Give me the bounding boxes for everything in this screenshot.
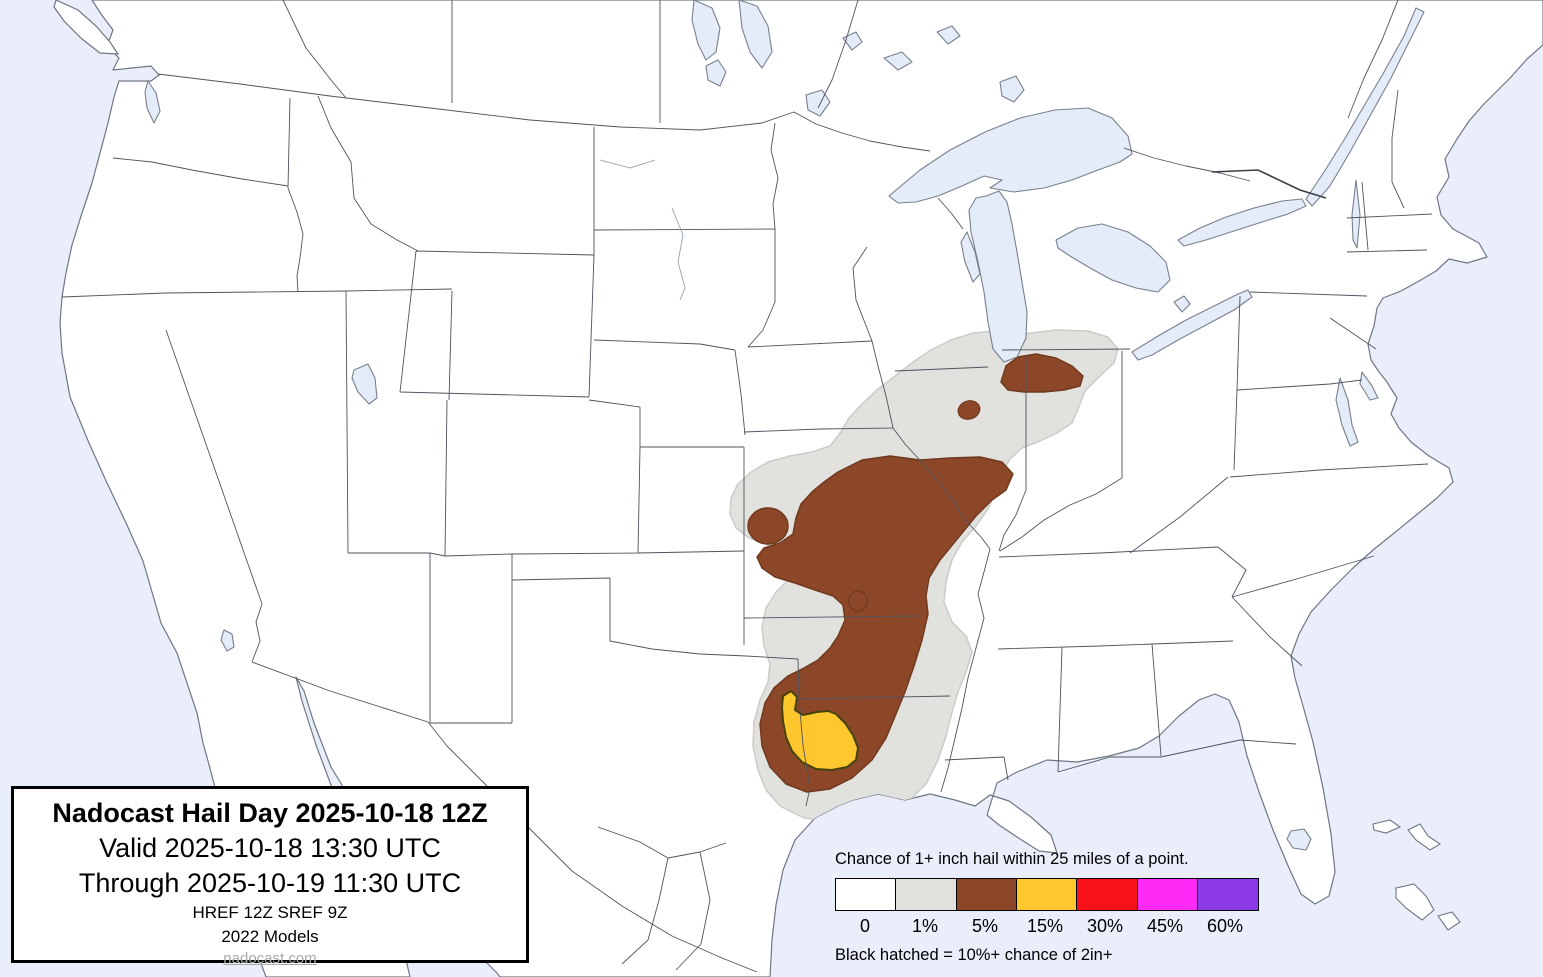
salton-sea bbox=[220, 629, 235, 652]
forecast-title: Nadocast Hail Day 2025-10-18 12Z bbox=[52, 798, 488, 828]
lake-ontario bbox=[1177, 198, 1307, 247]
models-year-line: 2022 Models bbox=[221, 927, 319, 946]
models-line: HREF 12Z SREF 9Z bbox=[192, 903, 348, 922]
nadocast-link[interactable]: nadocast.com bbox=[223, 950, 317, 967]
lake-winnipegosis bbox=[738, 0, 773, 69]
legend-label-1: 1% bbox=[911, 916, 938, 936]
legend-label-15: 15% bbox=[1026, 916, 1064, 936]
lake-huron bbox=[1055, 223, 1171, 293]
legend-label-0: 0 bbox=[859, 916, 870, 936]
legend-label-row: 0 1% 5% 15% 30% 45% 60% bbox=[835, 916, 1273, 937]
canada-small-lake-1 bbox=[842, 31, 863, 51]
title-box: Nadocast Hail Day 2025-10-18 12Z Valid 2… bbox=[11, 786, 529, 967]
lake-nipigon bbox=[999, 75, 1025, 103]
lake-champlain bbox=[1351, 179, 1361, 249]
lake-superior bbox=[888, 107, 1133, 204]
legend-swatch-30 bbox=[1076, 878, 1139, 911]
legend-hatched-note: Black hatched = 10%+ chance of 2in+ bbox=[835, 946, 1113, 964]
legend-swatch-0 bbox=[835, 878, 897, 911]
lakes bbox=[144, 0, 1425, 851]
puget-sound bbox=[144, 80, 161, 124]
legend-swatch-5 bbox=[955, 878, 1018, 911]
legend-swatch-15 bbox=[1015, 878, 1078, 911]
us-canada-border bbox=[157, 73, 1251, 182]
lake-winnipeg bbox=[691, 0, 721, 61]
chesapeake-bay bbox=[1335, 377, 1359, 447]
legend-label-30: 30% bbox=[1086, 916, 1124, 936]
green-bay bbox=[960, 231, 981, 283]
delaware-bay bbox=[1359, 371, 1379, 401]
bahamas-islands bbox=[1372, 819, 1461, 931]
great-salt-lake bbox=[351, 363, 378, 405]
st-lawrence-river bbox=[1305, 7, 1425, 207]
legend-heading: Chance of 1+ inch hail within 25 miles o… bbox=[835, 850, 1189, 868]
contour-5pct-main bbox=[756, 455, 1014, 793]
canada-small-lake-2 bbox=[883, 51, 913, 71]
probability-legend: Chance of 1+ inch hail within 25 miles o… bbox=[833, 850, 1273, 965]
lake-st-clair bbox=[1173, 295, 1191, 313]
mexico-state-borders bbox=[597, 826, 727, 971]
legend-label-5: 5% bbox=[971, 916, 998, 936]
canada-small-lake-3 bbox=[936, 25, 961, 45]
contour-5pct-michigan-blob bbox=[1000, 353, 1084, 393]
vancouver-island bbox=[53, 0, 120, 55]
st-lawrence-border-segment bbox=[1211, 169, 1327, 199]
probability-contours bbox=[729, 329, 1119, 823]
rivers bbox=[599, 159, 686, 301]
lake-erie bbox=[1131, 289, 1253, 361]
contour-5pct-small-dot bbox=[848, 590, 868, 612]
state-borders bbox=[61, 0, 1433, 973]
contour-15pct bbox=[781, 690, 859, 771]
through-time-line: Through 2025-10-19 11:30 UTC bbox=[78, 868, 462, 898]
contour-5pct-kansas-blob bbox=[747, 507, 789, 545]
lake-okeechobee bbox=[1286, 828, 1312, 851]
contour-5pct-illinois-blob bbox=[957, 400, 981, 420]
legend-label-45: 45% bbox=[1146, 916, 1184, 936]
lake-manitoba bbox=[705, 59, 727, 87]
legend-swatch-1 bbox=[895, 878, 958, 911]
legend-swatch-row bbox=[835, 878, 1273, 911]
lake-michigan bbox=[968, 190, 1028, 363]
legend-swatch-45 bbox=[1136, 878, 1199, 911]
legend-swatch-60 bbox=[1196, 878, 1259, 911]
canada-province-borders bbox=[282, 0, 1399, 123]
legend-label-60: 60% bbox=[1206, 916, 1244, 936]
valid-time-line: Valid 2025-10-18 13:30 UTC bbox=[99, 833, 441, 863]
